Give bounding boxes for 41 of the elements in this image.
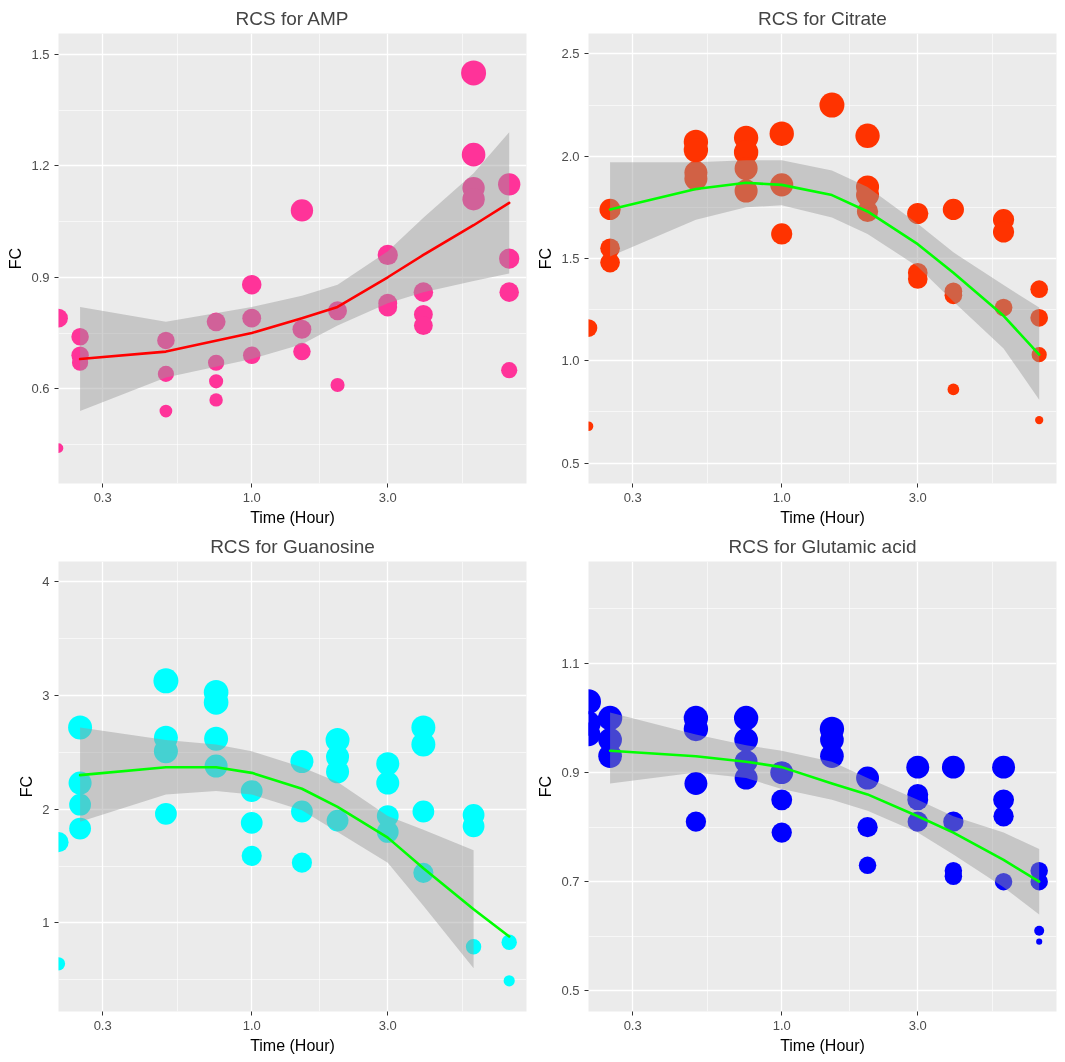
y-tick-label: 4	[42, 574, 50, 590]
y-axis-title: FC	[7, 247, 25, 270]
y-tick-label: 1.5	[31, 46, 50, 62]
x-tick-label: 1.0	[242, 489, 261, 505]
x-axis-title: Time (Hour)	[780, 508, 865, 526]
y-tick-label: 2	[42, 801, 50, 817]
y-tick-label: 1.2	[31, 158, 50, 174]
y-tick-label: 1.0	[561, 353, 580, 369]
y-tick-label: 0.9	[561, 765, 580, 781]
x-tick-label: 3.0	[908, 1017, 927, 1033]
y-tick-label: 1.1	[561, 656, 580, 671]
x-tick-label: 3.0	[378, 489, 397, 505]
x-tick-label: 1.0	[772, 1017, 791, 1033]
x-tick-label: 0.3	[93, 489, 112, 505]
y-tick-label: 2.0	[561, 148, 580, 164]
y-tick-label: 1.5	[561, 251, 580, 266]
y-axis-title: FC	[537, 247, 555, 270]
x-tick-label: 1.0	[772, 489, 791, 505]
y-axis-title: FC	[537, 775, 555, 798]
chart-title: RCS for AMP	[235, 7, 349, 29]
chart-title: RCS for Guanosine	[210, 535, 375, 557]
x-axis-title: Time (Hour)	[250, 508, 335, 526]
x-tick-label: 0.3	[623, 489, 642, 505]
y-tick-label: 3	[42, 688, 50, 704]
y-axis-title: FC	[18, 775, 36, 798]
x-tick-label: 0.3	[623, 1017, 642, 1033]
y-tick-label: 0.6	[31, 381, 50, 397]
y-tick-label: 0.5	[561, 983, 580, 999]
x-axis-title: Time (Hour)	[780, 1036, 865, 1054]
y-tick-label: 0.9	[31, 269, 50, 285]
x-tick-label: 3.0	[378, 1017, 397, 1033]
y-tick-label: 0.5	[561, 455, 580, 471]
y-tick-label: 2.5	[561, 46, 580, 62]
x-tick-label: 0.3	[93, 1017, 112, 1033]
x-axis-title: Time (Hour)	[250, 1036, 335, 1054]
y-tick-label: 1	[42, 915, 50, 931]
x-tick-label: 3.0	[908, 489, 927, 505]
y-tick-label: 0.7	[561, 874, 580, 890]
chart-title: RCS for Citrate	[758, 7, 887, 29]
chart-title: RCS for Glutamic acid	[728, 535, 917, 557]
x-tick-label: 1.0	[242, 1017, 261, 1033]
